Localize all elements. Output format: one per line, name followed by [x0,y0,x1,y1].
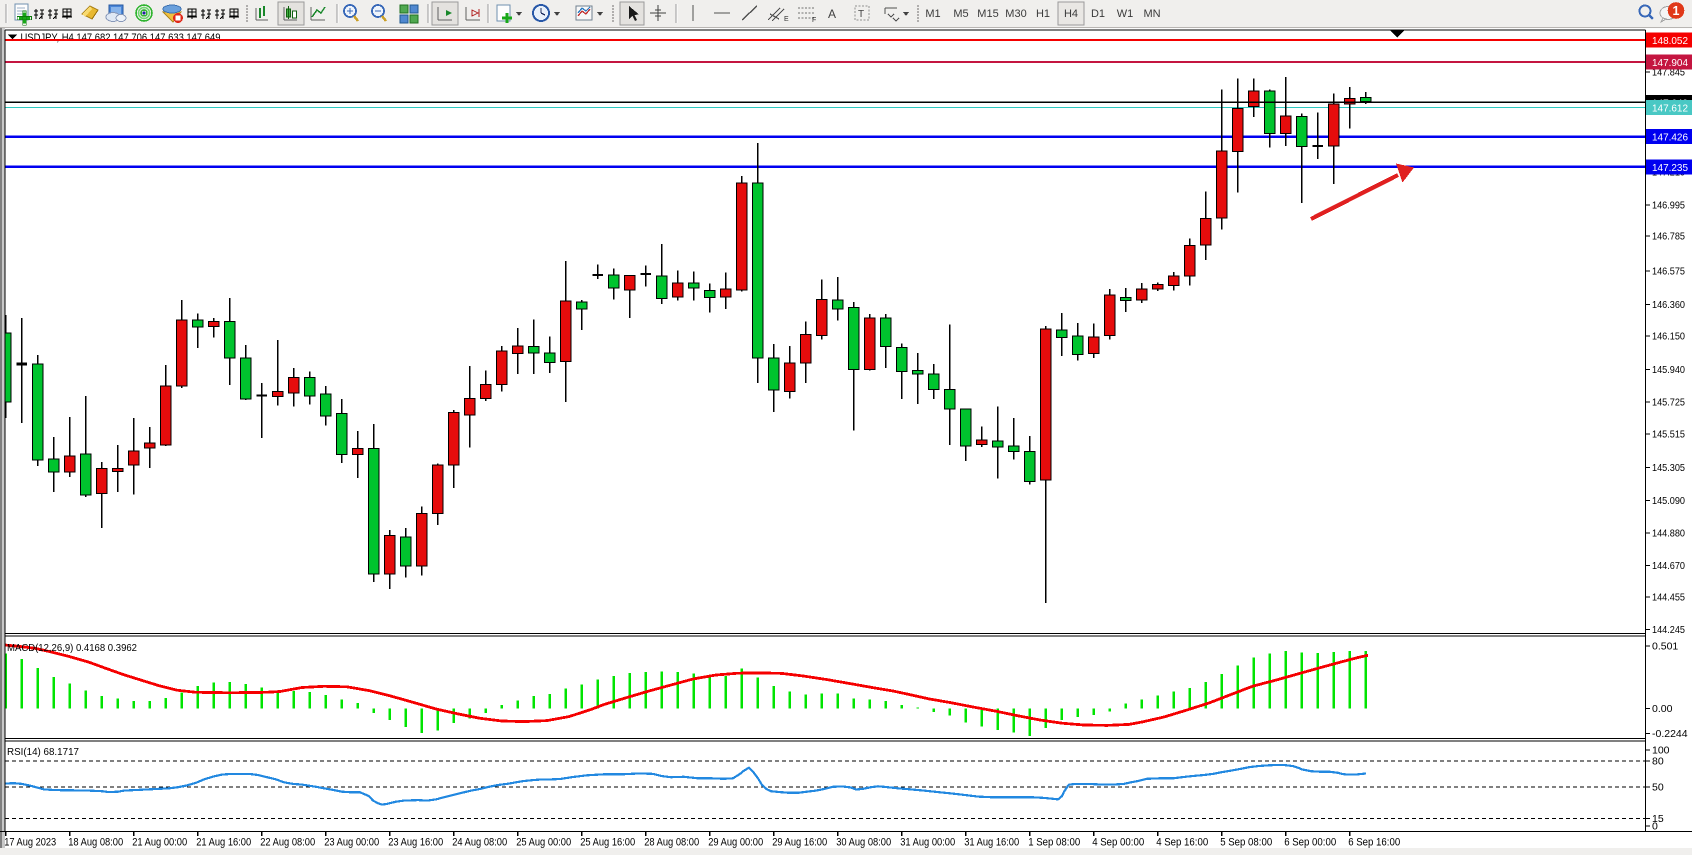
svg-text:147.904: 147.904 [1652,57,1688,69]
svg-text:M1: M1 [925,8,940,20]
svg-text:29 Aug 00:00: 29 Aug 00:00 [708,837,763,849]
svg-text:21 Aug 00:00: 21 Aug 00:00 [132,837,187,849]
svg-text:25 Aug 16:00: 25 Aug 16:00 [580,837,635,849]
svg-text:144.670: 144.670 [1652,560,1685,572]
svg-text:144.455: 144.455 [1652,592,1685,604]
svg-text:4 Sep 00:00: 4 Sep 00:00 [1092,837,1144,849]
svg-text:147.235: 147.235 [1652,162,1688,174]
svg-text:144.245: 144.245 [1652,624,1685,636]
svg-text:-0.2244: -0.2244 [1652,728,1688,740]
svg-text:145.305: 145.305 [1652,462,1685,474]
svg-text:E: E [784,16,789,23]
svg-text:6 Sep 00:00: 6 Sep 00:00 [1284,837,1336,849]
svg-text:0.00: 0.00 [1652,703,1673,715]
svg-text:146.150: 146.150 [1652,331,1685,343]
svg-text:T: T [858,9,864,20]
svg-text:28 Aug 08:00: 28 Aug 08:00 [644,837,699,849]
svg-text:M30: M30 [1005,8,1026,20]
svg-text:146.785: 146.785 [1652,231,1685,243]
svg-text:145.515: 145.515 [1652,429,1685,441]
svg-text:144.880: 144.880 [1652,528,1685,540]
svg-text:MACD(12,26,9) 0.4168 0.3962: MACD(12,26,9) 0.4168 0.3962 [7,642,137,654]
svg-text:25 Aug 00:00: 25 Aug 00:00 [516,837,571,849]
svg-text:0: 0 [1652,821,1658,833]
svg-text:H4: H4 [1064,8,1078,20]
svg-text:146.575: 146.575 [1652,266,1685,278]
svg-text:145.725: 145.725 [1652,397,1685,409]
svg-text:F: F [812,17,816,24]
svg-text:1 Sep 08:00: 1 Sep 08:00 [1028,837,1080,849]
svg-text:31 Aug 00:00: 31 Aug 00:00 [900,837,955,849]
svg-text:4 Sep 16:00: 4 Sep 16:00 [1156,837,1208,849]
svg-text:5 Sep 08:00: 5 Sep 08:00 [1220,837,1272,849]
svg-text:148.052: 148.052 [1652,35,1688,47]
svg-text:147.426: 147.426 [1652,132,1688,144]
svg-text:RSI(14) 68.1717: RSI(14) 68.1717 [7,746,79,758]
svg-text:H1: H1 [1036,8,1050,20]
svg-text:18 Aug 08:00: 18 Aug 08:00 [68,837,123,849]
svg-text:23 Aug 00:00: 23 Aug 00:00 [324,837,379,849]
svg-text:146.360: 146.360 [1652,299,1685,311]
svg-text:31 Aug 16:00: 31 Aug 16:00 [964,837,1019,849]
svg-text:146.995: 146.995 [1652,200,1685,212]
svg-text:15: 15 [1652,813,1664,825]
svg-text:17 Aug 2023: 17 Aug 2023 [4,837,56,849]
svg-text:145.090: 145.090 [1652,495,1685,507]
svg-text:23 Aug 16:00: 23 Aug 16:00 [388,837,443,849]
svg-text:24 Aug 08:00: 24 Aug 08:00 [452,837,507,849]
svg-text:30 Aug 08:00: 30 Aug 08:00 [836,837,891,849]
svg-text:D1: D1 [1091,8,1105,20]
svg-text:M15: M15 [977,8,998,20]
svg-text:W1: W1 [1117,8,1134,20]
svg-text:1: 1 [1673,4,1680,18]
svg-text:6 Sep 16:00: 6 Sep 16:00 [1348,837,1400,849]
svg-text:21 Aug 16:00: 21 Aug 16:00 [196,837,251,849]
svg-text:0.501: 0.501 [1652,641,1678,653]
svg-text:29 Aug 16:00: 29 Aug 16:00 [772,837,827,849]
svg-text:100: 100 [1652,745,1670,757]
svg-text:USDJPY, H4 147.682 147.706 147: USDJPY, H4 147.682 147.706 147.633 147.6… [21,32,221,44]
svg-text:80: 80 [1652,756,1664,768]
svg-text:147.612: 147.612 [1652,103,1688,115]
svg-text:MN: MN [1143,8,1160,20]
svg-text:145.940: 145.940 [1652,364,1685,376]
svg-text:22 Aug 08:00: 22 Aug 08:00 [260,837,315,849]
svg-text:A: A [828,7,836,21]
svg-text:50: 50 [1652,782,1664,794]
svg-text:M5: M5 [953,8,968,20]
